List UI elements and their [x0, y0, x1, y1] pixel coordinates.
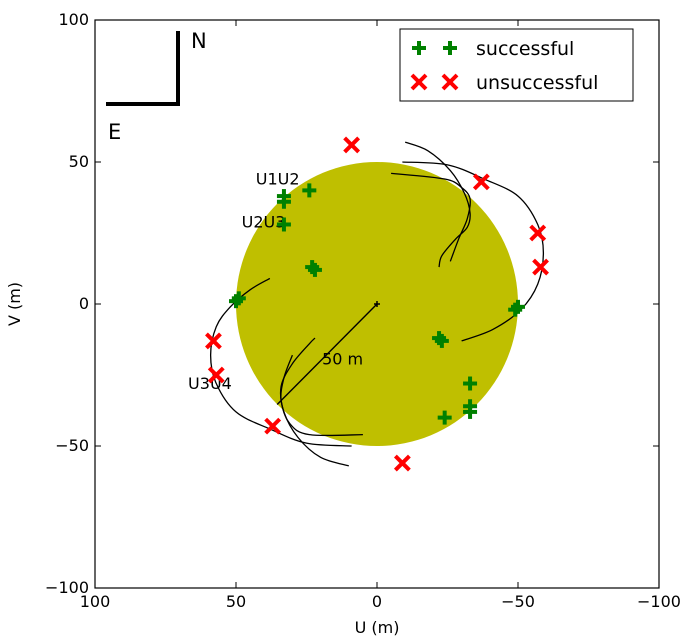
cross-b: [205, 332, 222, 350]
x-tick-label: 50: [226, 592, 246, 611]
successful-point-16: [508, 302, 523, 317]
legend-marker-successful-a: [412, 41, 426, 55]
compass-east-label: E: [108, 120, 121, 144]
y-tick-label: 100: [58, 10, 89, 29]
points-layer: [205, 136, 549, 472]
compass-north-label: N: [191, 29, 207, 53]
unsuccessful-point-1: [343, 136, 361, 154]
y-tick-label: −100: [45, 578, 89, 597]
legend: successful unsuccessful: [399, 28, 634, 102]
x-tick-label: −100: [637, 592, 681, 611]
cross-b: [532, 258, 549, 276]
cross-b: [393, 454, 411, 472]
legend-marker-successful-b: [443, 41, 457, 55]
cross-b: [441, 73, 459, 91]
successful-point-8: [463, 399, 478, 414]
cross-b: [410, 73, 428, 91]
cross-b: [343, 136, 361, 154]
cross-b: [264, 417, 282, 435]
legend-label-unsuccessful: unsuccessful: [476, 72, 598, 94]
successful-point-3: [302, 183, 317, 198]
x-tick-label: 0: [372, 592, 382, 611]
compass: NE: [106, 29, 207, 144]
unsuccessful-point-8: [205, 332, 222, 350]
radius-label: 50 m: [322, 349, 363, 368]
y-tick-label: 50: [69, 152, 89, 171]
baseline-label-u1u2: U1U2: [256, 170, 300, 189]
legend-label-successful: successful: [476, 38, 574, 60]
legend-marker-unsuccessful-b: [441, 73, 459, 91]
cross-b: [472, 173, 490, 191]
legend-marker-unsuccessful-a: [410, 73, 428, 91]
baseline-track-1: [404, 141, 471, 268]
unsuccessful-point-3: [529, 224, 547, 242]
cross-b: [529, 224, 547, 242]
successful-point-6: [307, 262, 322, 277]
baseline-track-2: [391, 172, 471, 262]
baseline-track-5: [280, 354, 363, 437]
x-tick-label: −50: [501, 592, 535, 611]
unsuccessful-point-4: [532, 258, 549, 276]
unsuccessful-point-7: [207, 366, 225, 384]
unsuccessful-point-6: [264, 417, 282, 435]
y-tick-label: −50: [55, 436, 89, 455]
successful-point-2: [276, 194, 291, 209]
x-axis-label: U (m): [355, 618, 400, 637]
successful-point-10: [463, 376, 478, 391]
baseline-label-u2u3: U2U3: [242, 212, 286, 231]
successful-point-9: [437, 410, 452, 425]
y-axis-label: V (m): [5, 282, 24, 326]
unsuccessful-point-2: [472, 173, 490, 191]
x-tick-label: 100: [80, 592, 111, 611]
unsuccessful-point-5: [393, 454, 411, 472]
legend-box: [399, 28, 634, 102]
successful-point-4: [276, 217, 291, 232]
successful-point-12: [432, 331, 447, 346]
y-tick-label: 0: [79, 294, 89, 313]
cross-b: [207, 366, 225, 384]
radius-line: [276, 303, 378, 406]
baseline-label-u3u4: U3U4: [188, 374, 232, 393]
successful-point-14: [231, 291, 246, 306]
